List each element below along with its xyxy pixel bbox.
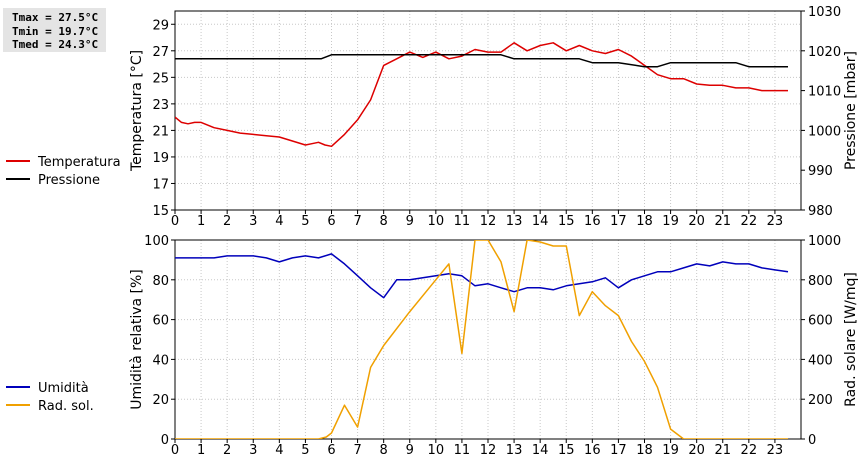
y2-tick-label: 1030 [808, 5, 841, 20]
y-axis-label: Temperatura [°C] [129, 50, 145, 172]
y2-tick-label: 1000 [808, 234, 841, 249]
x-tick-label: 0 [171, 214, 179, 229]
y2-tick-label: 1000 [808, 124, 841, 139]
legend-label: Temperatura [37, 155, 121, 170]
y-tick-label: 60 [152, 314, 169, 329]
y-tick-label: 20 [152, 393, 169, 408]
x-tick-label: 1 [197, 214, 205, 229]
y-tick-label: 19 [152, 151, 169, 166]
x-tick-label: 6 [327, 214, 335, 229]
series-line-pressione [175, 54, 788, 68]
x-tick-label: 7 [353, 214, 361, 229]
x-tick-label: 19 [662, 214, 679, 229]
y-tick-label: 15 [152, 204, 169, 219]
x-tick-label: 19 [662, 443, 679, 458]
x-tick-label: 8 [380, 443, 388, 458]
temperature-pressure-chart: 0 1 2 3 4 5 6 7 8 9 10 11 12 13 14 15 16 17 18 19 20 21 22 2315… [6, 5, 859, 229]
y-tick-label: 0 [161, 433, 169, 448]
x-tick-label: 20 [688, 214, 705, 229]
x-tick-label: 12 [480, 214, 497, 229]
y2-axis-label: Pressione [mbar] [843, 51, 859, 170]
x-tick-label: 10 [428, 443, 445, 458]
y-axis-label: Umidità relativa [%] [129, 269, 145, 410]
x-tick-label: 16 [584, 443, 601, 458]
x-tick-label: 22 [741, 443, 758, 458]
x-tick-label: 17 [610, 443, 627, 458]
tmin-text: Tmin = 19.7°C [12, 24, 99, 38]
y2-tick-label: 800 [808, 274, 833, 289]
x-tick-label: 0 [171, 443, 179, 458]
x-tick-label: 3 [249, 443, 257, 458]
x-tick-label: 15 [558, 214, 575, 229]
legend-label: Rad. sol. [38, 399, 94, 414]
y2-tick-label: 400 [808, 353, 833, 368]
y2-tick-label: 980 [808, 204, 833, 219]
x-tick-label: 21 [714, 214, 731, 229]
humidity-radiation-chart: 0 1 2 3 4 5 6 7 8 9 10 11 12 13 14 15 16 17 18 19 20 21 22 2302… [6, 234, 859, 458]
y-tick-label: 23 [152, 98, 169, 113]
y2-tick-label: 0 [808, 433, 816, 448]
y2-axis-label: Rad. solare [W/mq] [843, 272, 859, 407]
x-tick-label: 14 [532, 214, 549, 229]
tmed-text: Tmed = 24.3°C [12, 38, 99, 51]
x-tick-label: 2 [223, 214, 231, 229]
y-tick-label: 25 [152, 71, 169, 86]
x-tick-label: 9 [406, 443, 414, 458]
x-tick-label: 2 [223, 443, 231, 458]
x-tick-label: 6 [327, 443, 335, 458]
y2-tick-label: 200 [808, 393, 833, 408]
x-tick-label: 4 [275, 214, 283, 229]
legend-label: Pressione [38, 173, 100, 188]
x-tick-label: 15 [558, 443, 575, 458]
x-tick-label: 4 [275, 443, 283, 458]
x-tick-label: 18 [636, 214, 653, 229]
y2-tick-label: 1020 [808, 45, 841, 60]
x-tick-label: 20 [688, 443, 705, 458]
x-tick-label: 5 [301, 443, 309, 458]
x-tick-label: 8 [380, 214, 388, 229]
y-tick-label: 27 [152, 45, 169, 60]
x-tick-label: 12 [480, 443, 497, 458]
series-line-temperatura [175, 42, 788, 148]
x-tick-label: 13 [506, 214, 523, 229]
x-tick-label: 21 [714, 443, 731, 458]
y2-tick-label: 600 [808, 314, 833, 329]
x-tick-label: 13 [506, 443, 523, 458]
plot-frame [174, 10, 802, 211]
y-tick-label: 80 [152, 274, 169, 289]
x-tick-label: 11 [454, 214, 471, 229]
x-tick-label: 14 [532, 443, 549, 458]
y-tick-label: 17 [152, 177, 169, 192]
x-tick-label: 16 [584, 214, 601, 229]
x-tick-label: 18 [636, 443, 653, 458]
y2-tick-label: 1010 [808, 85, 841, 100]
tmax-text: Tmax = 27.5°C [12, 11, 99, 24]
x-tick-label: 11 [454, 443, 471, 458]
series-line-rad-sol [175, 240, 788, 439]
y-tick-label: 100 [144, 234, 169, 249]
x-tick-label: 22 [741, 214, 758, 229]
x-tick-label: 1 [197, 443, 205, 458]
x-tick-label: 23 [767, 443, 784, 458]
series-line-umidit [175, 253, 789, 299]
y-tick-label: 21 [152, 124, 169, 139]
y-tick-label: 29 [152, 18, 169, 33]
y2-tick-label: 990 [808, 164, 833, 179]
x-tick-label: 10 [428, 214, 445, 229]
x-tick-label: 3 [249, 214, 257, 229]
x-tick-label: 17 [610, 214, 627, 229]
x-tick-label: 9 [406, 214, 414, 229]
y-tick-label: 40 [152, 353, 169, 368]
x-tick-label: 5 [301, 214, 309, 229]
x-tick-label: 7 [353, 443, 361, 458]
legend-label: Umidità [38, 381, 89, 396]
stats-box: Tmax = 27.5°C Tmin = 19.7°C Tmed = 24.3°… [3, 8, 106, 52]
x-tick-label: 23 [767, 214, 784, 229]
